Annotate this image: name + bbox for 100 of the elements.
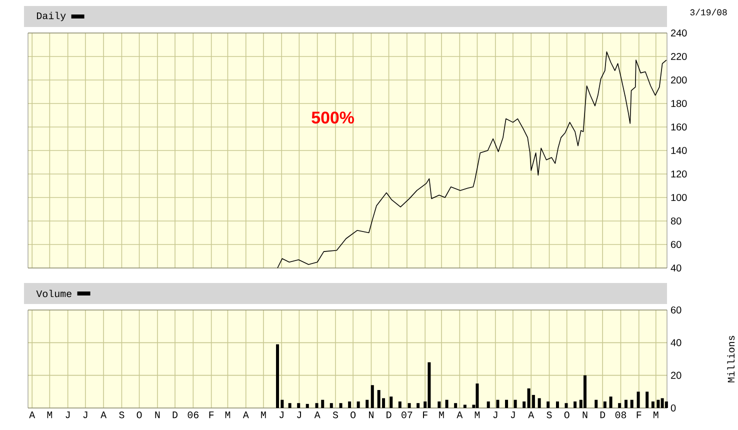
x-tick-label: M (261, 412, 266, 418)
y-tick-label: 60 (671, 306, 682, 314)
y-tick-label: 220 (671, 52, 687, 60)
x-tick-label: D (172, 412, 178, 418)
x-tick-label: J (510, 412, 515, 418)
bar (408, 403, 411, 408)
y-tick-label: 180 (671, 100, 687, 108)
line-series (277, 51, 667, 268)
x-tick-label: O (350, 412, 356, 418)
bar (546, 401, 550, 408)
x-tick-label: M (474, 412, 480, 418)
x-tick-label: O (136, 412, 142, 418)
y-tick-label: 0 (670, 404, 676, 412)
bar (306, 404, 309, 408)
bar (438, 401, 441, 408)
bar (584, 375, 587, 408)
y-tick-label: 240 (671, 29, 687, 37)
bar (514, 400, 517, 408)
bar (348, 401, 352, 408)
annotation: 500% (312, 112, 354, 124)
bar (315, 403, 318, 408)
y-tick-label: 160 (671, 123, 687, 131)
x-tick-label: F (423, 412, 428, 418)
bar (356, 401, 360, 408)
y-tick-label: 40 (670, 264, 682, 272)
bar (366, 400, 369, 408)
bar (556, 401, 559, 408)
x-tick-label: A (29, 412, 36, 418)
x-tick-label: S (332, 412, 338, 418)
bar (398, 401, 402, 408)
x-tick-label: O (564, 412, 570, 418)
bar (496, 400, 500, 408)
x-tick-label: A (314, 412, 320, 418)
x-tick-label: S (119, 412, 124, 418)
x-tick-label: M (654, 412, 658, 418)
bar (321, 400, 324, 408)
bar (445, 400, 448, 408)
bar (651, 401, 654, 408)
x-tick-label: D (600, 412, 606, 418)
bar (276, 344, 280, 408)
y-tick-label: 40 (670, 339, 682, 346)
bar (416, 403, 420, 408)
bar (522, 401, 526, 408)
legend-label: Daily (36, 12, 66, 22)
x-tick-label: M (439, 412, 444, 418)
bar (646, 392, 649, 408)
bar (463, 404, 466, 408)
bar (660, 398, 664, 408)
y-tick-label: 60 (671, 240, 682, 248)
bar (505, 400, 508, 408)
x-tick-label: F (209, 412, 214, 418)
y-tick-label: 80 (670, 217, 682, 225)
bar (630, 400, 634, 408)
bar (297, 403, 300, 408)
bar (624, 400, 628, 408)
y-axis-title: Millions (727, 336, 735, 382)
x-tick-label: D (386, 412, 392, 418)
legend-label: Volume (36, 290, 72, 298)
bar (370, 385, 374, 408)
x-tick-label: A (456, 412, 463, 418)
x-tick-label: J (279, 412, 284, 418)
bar (609, 396, 612, 408)
bar (288, 403, 292, 408)
text: 3/19/08 (690, 8, 727, 16)
bar (428, 362, 431, 408)
x-tick-label: 08 (615, 412, 626, 418)
y-tick-label: 140 (671, 146, 687, 154)
bar (574, 401, 577, 408)
x-tick-label: A (242, 412, 249, 418)
bar (656, 400, 660, 408)
x-tick-label: M (47, 412, 52, 418)
bar (454, 403, 458, 408)
y-tick-label: 200 (671, 76, 687, 84)
bar (538, 398, 541, 408)
bar (618, 403, 622, 408)
x-tick-label: S (546, 412, 552, 418)
x-tick-label: N (369, 412, 374, 418)
y-tick-label: 100 (671, 194, 687, 202)
x-tick-label: A (528, 412, 534, 418)
x-tick-label: 07 (402, 412, 412, 418)
bar (476, 384, 479, 408)
bar (594, 400, 598, 408)
bar (390, 396, 393, 408)
y-tick-label: 120 (671, 170, 687, 178)
bar (664, 401, 668, 408)
x-tick-label: N (582, 412, 588, 418)
x-tick-label: F (636, 412, 642, 418)
x-tick-label: M (225, 412, 230, 418)
y-tick-label: 20 (671, 372, 682, 379)
x-tick-label: N (155, 412, 160, 418)
x-tick-label: 06 (188, 412, 198, 418)
bar (330, 403, 333, 408)
x-tick-label: J (297, 412, 301, 418)
bar (564, 403, 568, 408)
bar (603, 401, 606, 408)
x-tick-label: J (66, 412, 70, 418)
x-tick-label: J (83, 412, 88, 418)
x-tick-label: J (493, 412, 498, 418)
bar (636, 392, 640, 408)
bar (486, 401, 490, 408)
